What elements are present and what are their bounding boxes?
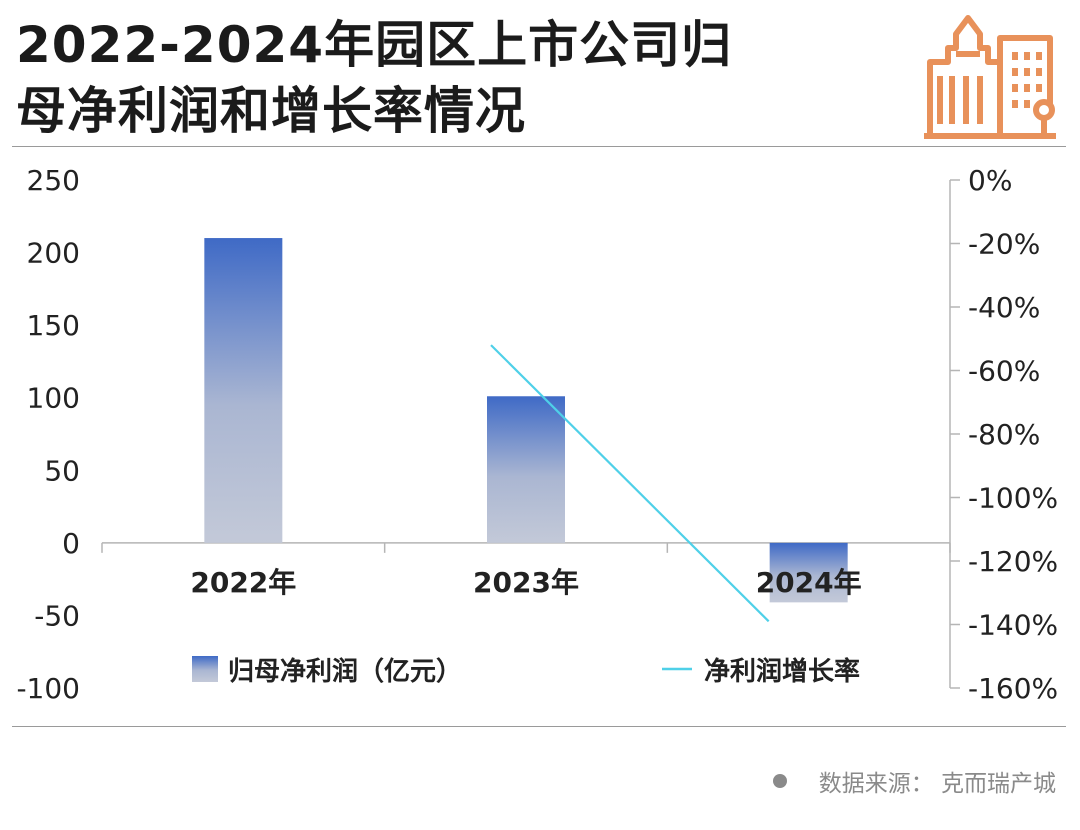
legend-bar-swatch xyxy=(192,656,218,682)
title-line-1: 2022-2024年园区上市公司归 xyxy=(16,16,733,74)
title-line-2: 母净利润和增长率情况 xyxy=(16,82,526,140)
right-tick-label: -100% xyxy=(968,482,1058,515)
right-tick-label: -120% xyxy=(968,545,1058,578)
right-tick-label: -80% xyxy=(968,418,1040,451)
building-icon xyxy=(924,15,1056,139)
chart-title: 2022-2024年园区上市公司归 母净利润和增长率情况 xyxy=(16,12,876,144)
legend-line-label: 净利润增长率 xyxy=(704,656,860,687)
source-text: 数据来源： 克而瑞产城 xyxy=(818,771,1056,797)
bar xyxy=(487,396,565,543)
bottom-divider xyxy=(12,726,1066,727)
right-tick-label: 0% xyxy=(968,164,1012,197)
left-tick-label: 100 xyxy=(27,382,80,415)
category-label: 2023年 xyxy=(473,566,579,599)
title-divider xyxy=(12,146,1066,147)
left-tick-label: -100 xyxy=(16,672,80,705)
left-tick-label: 50 xyxy=(44,454,80,487)
bar xyxy=(769,542,848,603)
source-note: 数据来源： 克而瑞产城 xyxy=(772,764,1056,798)
category-label: 2022年 xyxy=(190,566,296,599)
left-tick-label: 250 xyxy=(27,164,80,197)
left-tick-label: 150 xyxy=(27,309,80,342)
left-tick-label: 0 xyxy=(62,527,80,560)
category-label: 2024年 xyxy=(756,566,862,599)
right-tick-label: -20% xyxy=(968,228,1040,261)
bar xyxy=(204,238,283,543)
bullet-dot-icon xyxy=(772,774,787,788)
left-tick-label: 200 xyxy=(27,237,80,270)
legend-bar-label: 归母净利润（亿元） xyxy=(228,656,462,687)
growth-rate-line xyxy=(490,344,770,623)
right-tick-label: -160% xyxy=(968,672,1058,705)
right-tick-label: -60% xyxy=(968,355,1040,388)
left-tick-label: -50 xyxy=(34,599,80,632)
right-tick-label: -140% xyxy=(968,609,1058,642)
right-tick-label: -40% xyxy=(968,291,1040,324)
